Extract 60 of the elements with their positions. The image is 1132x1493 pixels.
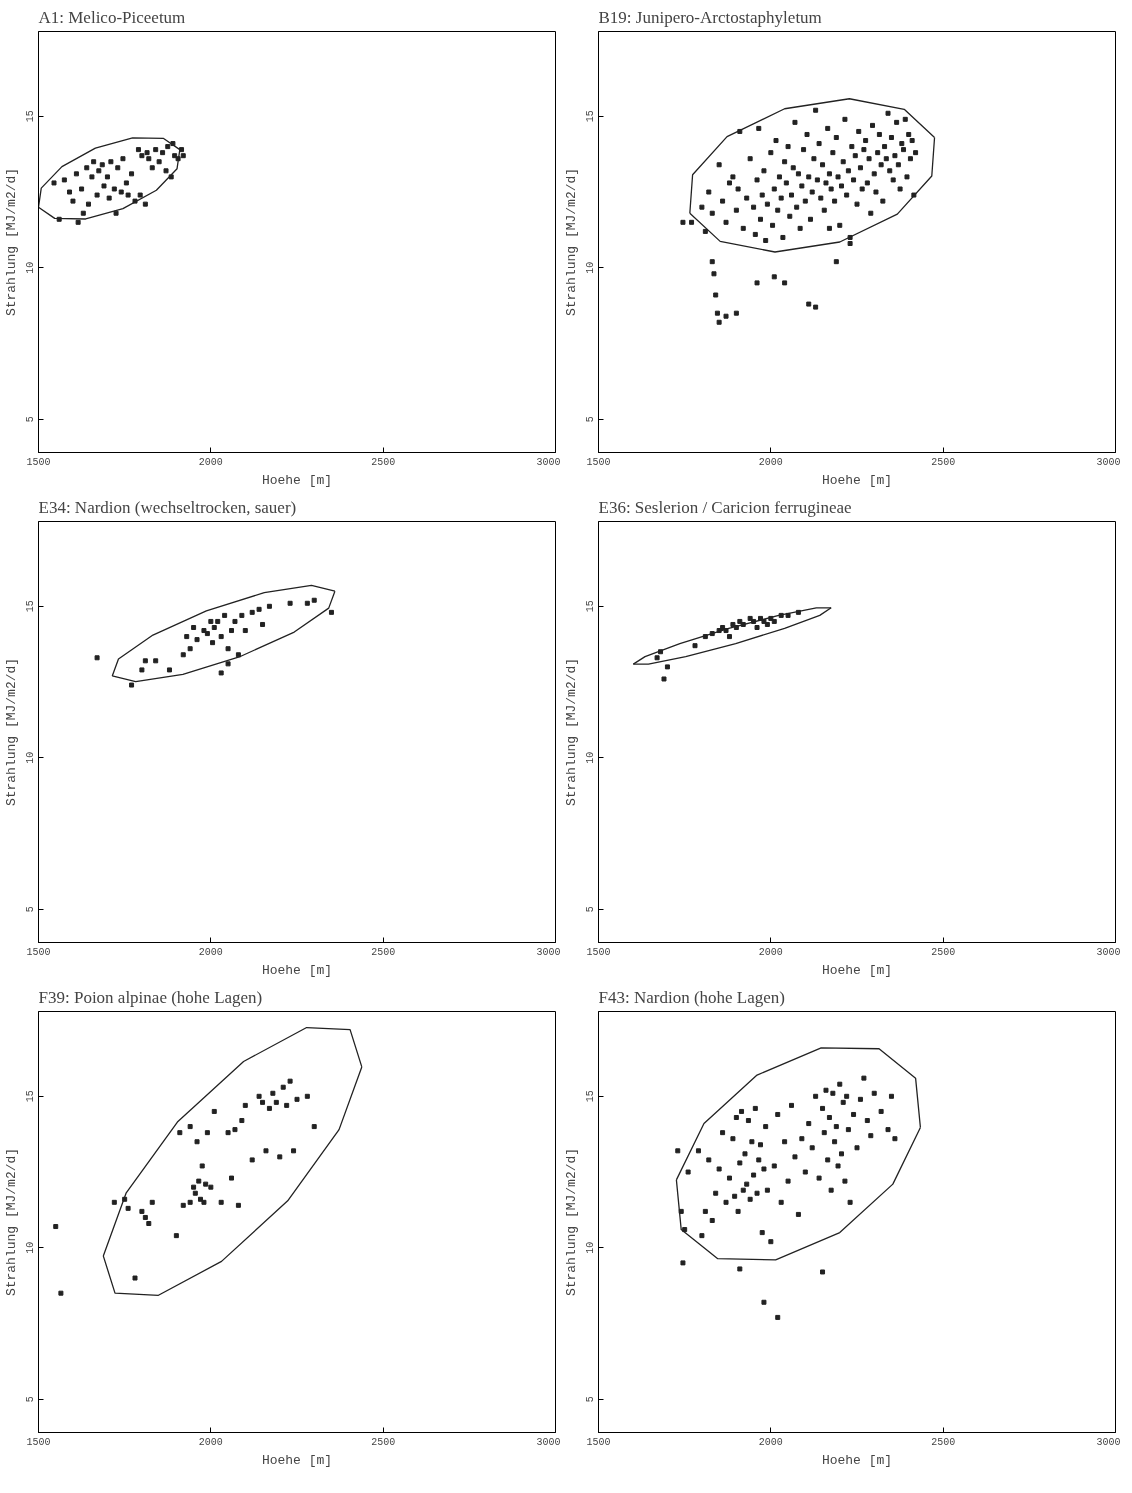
x-tick-label: 2500 — [371, 456, 396, 468]
y-tick-label: 10 — [585, 261, 597, 274]
y-axis-title: Strahlung [MJ/m2/d] — [3, 167, 19, 317]
x-axis-title: Hoehe [m] — [821, 1452, 893, 1468]
x-tick-label: 1500 — [26, 456, 51, 468]
x-tick-label: 3000 — [1096, 456, 1121, 468]
chart-title: F43: Nardion (hohe Lagen) — [598, 987, 785, 1007]
x-tick-label: 2000 — [198, 946, 223, 958]
x-tick-label: 2000 — [198, 1436, 223, 1448]
x-tick-label: 1500 — [26, 946, 51, 958]
x-tick-label: 1500 — [586, 946, 611, 958]
y-axis-title: Strahlung [MJ/m2/d] — [563, 657, 579, 807]
chart-title: A1: Melico-Piceetum — [38, 7, 186, 27]
y-tick-label: 15 — [25, 600, 37, 613]
chart-title: E36: Seslerion / Caricion ferrugineae — [598, 497, 852, 517]
y-tick-label: 10 — [25, 1241, 37, 1254]
y-tick-label: 10 — [25, 751, 37, 764]
chart-title: E34: Nardion (wechseltrocken, sauer) — [38, 497, 297, 517]
x-tick-label: 2500 — [931, 1436, 956, 1448]
x-tick-label: 2000 — [758, 456, 783, 468]
x-tick-label: 2000 — [198, 456, 223, 468]
y-axis-title: Strahlung [MJ/m2/d] — [3, 657, 19, 807]
x-axis-title: Hoehe [m] — [821, 472, 893, 488]
y-tick-label: 10 — [585, 1241, 597, 1254]
x-axis-title: Hoehe [m] — [261, 1452, 333, 1468]
y-axis-title: Strahlung [MJ/m2/d] — [3, 1147, 19, 1297]
x-axis-title: Hoehe [m] — [261, 472, 333, 488]
chart-title: B19: Junipero-Arctostaphyletum — [598, 7, 822, 27]
x-axis-title: Hoehe [m] — [821, 962, 893, 978]
chart-title: F39: Poion alpinae (hohe Lagen) — [38, 987, 263, 1007]
y-tick-label: 5 — [25, 416, 37, 423]
y-tick-label: 15 — [585, 110, 597, 123]
y-tick-label: 15 — [585, 600, 597, 613]
x-tick-label: 3000 — [1096, 1436, 1121, 1448]
y-tick-label: 10 — [585, 751, 597, 764]
y-tick-label: 5 — [585, 416, 597, 423]
y-tick-label: 15 — [585, 1090, 597, 1103]
x-tick-label: 3000 — [536, 1436, 561, 1448]
x-axis-title: Hoehe [m] — [261, 962, 333, 978]
y-tick-label: 10 — [25, 261, 37, 274]
y-tick-label: 5 — [25, 1396, 37, 1403]
y-tick-label: 5 — [585, 906, 597, 913]
x-tick-label: 2500 — [931, 456, 956, 468]
y-axis-title: Strahlung [MJ/m2/d] — [563, 167, 579, 317]
x-tick-label: 2500 — [371, 1436, 396, 1448]
x-tick-label: 2000 — [758, 1436, 783, 1448]
x-tick-label: 1500 — [586, 456, 611, 468]
x-tick-label: 2500 — [371, 946, 396, 958]
y-axis-title: Strahlung [MJ/m2/d] — [563, 1147, 579, 1297]
x-tick-label: 1500 — [26, 1436, 51, 1448]
x-tick-label: 2000 — [758, 946, 783, 958]
x-tick-label: 3000 — [1096, 946, 1121, 958]
y-tick-label: 5 — [585, 1396, 597, 1403]
y-tick-label: 15 — [25, 1090, 37, 1103]
x-tick-label: 3000 — [536, 456, 561, 468]
y-tick-label: 5 — [25, 906, 37, 913]
y-tick-label: 15 — [25, 110, 37, 123]
x-tick-label: 2500 — [931, 946, 956, 958]
x-tick-label: 3000 — [536, 946, 561, 958]
x-tick-label: 1500 — [586, 1436, 611, 1448]
